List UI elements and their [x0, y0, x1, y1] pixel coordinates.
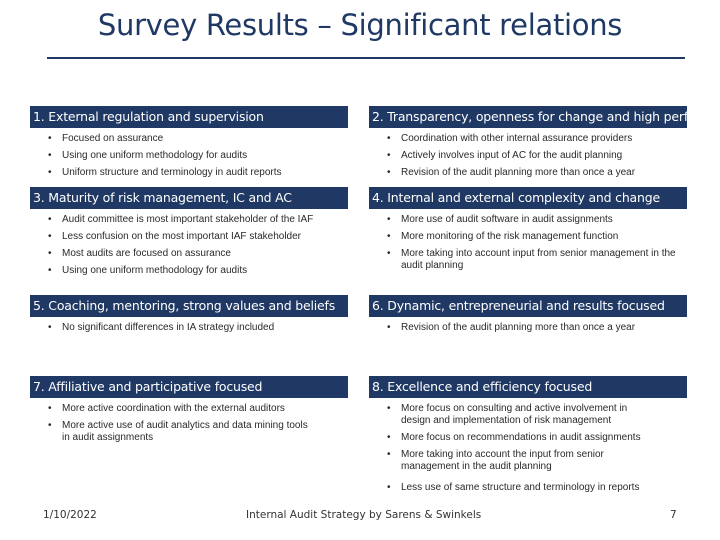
footer-date: 1/10/2022	[43, 509, 97, 521]
bullet-item: • More active coordination with the exter…	[30, 403, 348, 415]
section-coaching: 5. Coaching, mentoring, strong values an…	[30, 295, 348, 334]
bullet-text: Focused on assurance	[62, 133, 164, 144]
bullet-item: • More taking into account input from sen…	[369, 248, 687, 272]
section-heading: 4. Internal and external complexity and …	[369, 187, 687, 209]
bullet-text: Less use of same structure and terminolo…	[401, 482, 640, 493]
bullet-item: • Uniform structure and terminology in au…	[30, 167, 348, 179]
bullet-item: • Less use of same structure and terminol…	[369, 482, 687, 494]
bullet-icon: •	[387, 150, 391, 161]
section-heading: 3. Maturity of risk management, IC and A…	[30, 187, 348, 209]
bullet-icon: •	[48, 322, 52, 333]
bullet-item: • Most audits are focused on assurance	[30, 248, 348, 260]
section-risk-maturity: 3. Maturity of risk management, IC and A…	[30, 187, 348, 277]
bullet-item: • Using one uniform methodology for audit…	[30, 265, 348, 277]
bullet-text: More focus on recommendations in audit a…	[401, 432, 641, 443]
bullet-text: Using one uniform methodology for audits	[62, 265, 248, 276]
bullet-icon: •	[48, 214, 52, 225]
section-heading: 8. Excellence and efficiency focused	[369, 376, 687, 398]
bullet-icon: •	[387, 403, 391, 414]
bullet-item: • Less confusion on the most important IA…	[30, 231, 348, 243]
bullet-item: • Actively involves input of AC for the a…	[369, 150, 687, 162]
section-dynamic: 6. Dynamic, entrepreneurial and results …	[369, 295, 687, 334]
section-complexity: 4. Internal and external complexity and …	[369, 187, 687, 272]
bullet-text: More use of audit software in audit assi…	[401, 214, 613, 225]
bullet-icon: •	[48, 167, 52, 178]
bullet-list: • Coordination with other internal assura…	[369, 133, 687, 179]
bullet-item: • More use of audit software in audit ass…	[369, 214, 687, 226]
bullet-list: • Focused on assurance • Using one uniform…	[30, 133, 348, 179]
bullet-text: Most audits are focused on assurance	[62, 248, 231, 259]
bullet-item: • More active use of audit analytics and …	[30, 420, 348, 444]
bullet-item: • Revision of the audit planning more tha…	[369, 322, 687, 334]
bullet-item: • Coordination with other internal assura…	[369, 133, 687, 145]
bullet-text: More monitoring of the risk management f…	[401, 231, 619, 242]
bullet-text: Revision of the audit planning more than…	[401, 167, 636, 178]
bullet-text: Coordination with other internal assuran…	[401, 133, 633, 144]
bullet-text: More taking into account input from seni…	[401, 248, 676, 271]
section-heading: 1. External regulation and supervision	[30, 106, 348, 128]
bullet-icon: •	[48, 265, 52, 276]
title-divider	[47, 57, 685, 59]
bullet-text: Uniform structure and terminology in aud…	[62, 167, 282, 178]
section-affiliative: 7. Affiliative and participative focused…	[30, 376, 348, 444]
section-heading: 5. Coaching, mentoring, strong values an…	[30, 295, 348, 317]
bullet-item: • No significant differences in IA strate…	[30, 322, 348, 334]
bullet-icon: •	[48, 231, 52, 242]
section-excellence: 8. Excellence and efficiency focused • Mo…	[369, 376, 687, 494]
slide-title: Survey Results – Significant relations	[97, 8, 623, 42]
bullet-icon: •	[387, 167, 391, 178]
bullet-item: • More monitoring of the risk management …	[369, 231, 687, 243]
bullet-icon: •	[387, 133, 391, 144]
section-heading: 2. Transparency, openness for change and…	[369, 106, 687, 128]
bullet-item: • More focus on consulting and active inv…	[369, 403, 687, 427]
bullet-icon: •	[48, 150, 52, 161]
footer-source: Internal Audit Strategy by Sarens & Swin…	[246, 509, 482, 521]
bullet-icon: •	[48, 420, 52, 431]
bullet-text: More active coordination with the extern…	[62, 403, 285, 414]
bullet-list: • More active coordination with the exter…	[30, 403, 348, 444]
bullet-icon: •	[387, 449, 391, 460]
bullet-list: • More focus on consulting and active inv…	[369, 403, 687, 494]
bullet-list: • No significant differences in IA strate…	[30, 322, 348, 334]
bullet-icon: •	[387, 231, 391, 242]
bullet-item: • Using one uniform methodology for audit…	[30, 150, 348, 162]
section-transparency: 2. Transparency, openness for change and…	[369, 106, 687, 179]
bullet-item: • More focus on recommendations in audit …	[369, 432, 687, 444]
bullet-text: Actively involves input of AC for the au…	[401, 150, 623, 161]
bullet-text: More active use of audit analytics and d…	[62, 420, 308, 443]
bullet-list: • Revision of the audit planning more tha…	[369, 322, 687, 334]
bullet-icon: •	[387, 432, 391, 443]
bullet-text: Using one uniform methodology for audits	[62, 150, 248, 161]
bullet-text: Revision of the audit planning more than…	[401, 322, 636, 333]
bullet-icon: •	[48, 403, 52, 414]
bullet-item: • More taking into account the input from…	[369, 449, 687, 473]
bullet-icon: •	[387, 322, 391, 333]
bullet-list: • More use of audit software in audit ass…	[369, 214, 687, 272]
section-heading: 6. Dynamic, entrepreneurial and results …	[369, 295, 687, 317]
page-number: 7	[670, 509, 677, 521]
bullet-item: • Focused on assurance	[30, 133, 348, 145]
bullet-text: More focus on consulting and active invo…	[401, 403, 628, 426]
section-heading: 7. Affiliative and participative focused	[30, 376, 348, 398]
section-external-regulation: 1. External regulation and supervision •…	[30, 106, 348, 179]
bullet-text: More taking into account the input from …	[401, 449, 604, 472]
bullet-text: Less confusion on the most important IAF…	[62, 231, 302, 242]
bullet-item: • Audit committee is most important stake…	[30, 214, 348, 226]
bullet-item: • Revision of the audit planning more tha…	[369, 167, 687, 179]
bullet-icon: •	[48, 248, 52, 259]
bullet-icon: •	[387, 482, 391, 493]
bullet-list: • Audit committee is most important stake…	[30, 214, 348, 277]
bullet-icon: •	[48, 133, 52, 144]
bullet-text: Audit committee is most important stakeh…	[62, 214, 314, 225]
bullet-icon: •	[387, 248, 391, 259]
bullet-icon: •	[387, 214, 391, 225]
bullet-text: No significant differences in IA strateg…	[62, 322, 275, 333]
